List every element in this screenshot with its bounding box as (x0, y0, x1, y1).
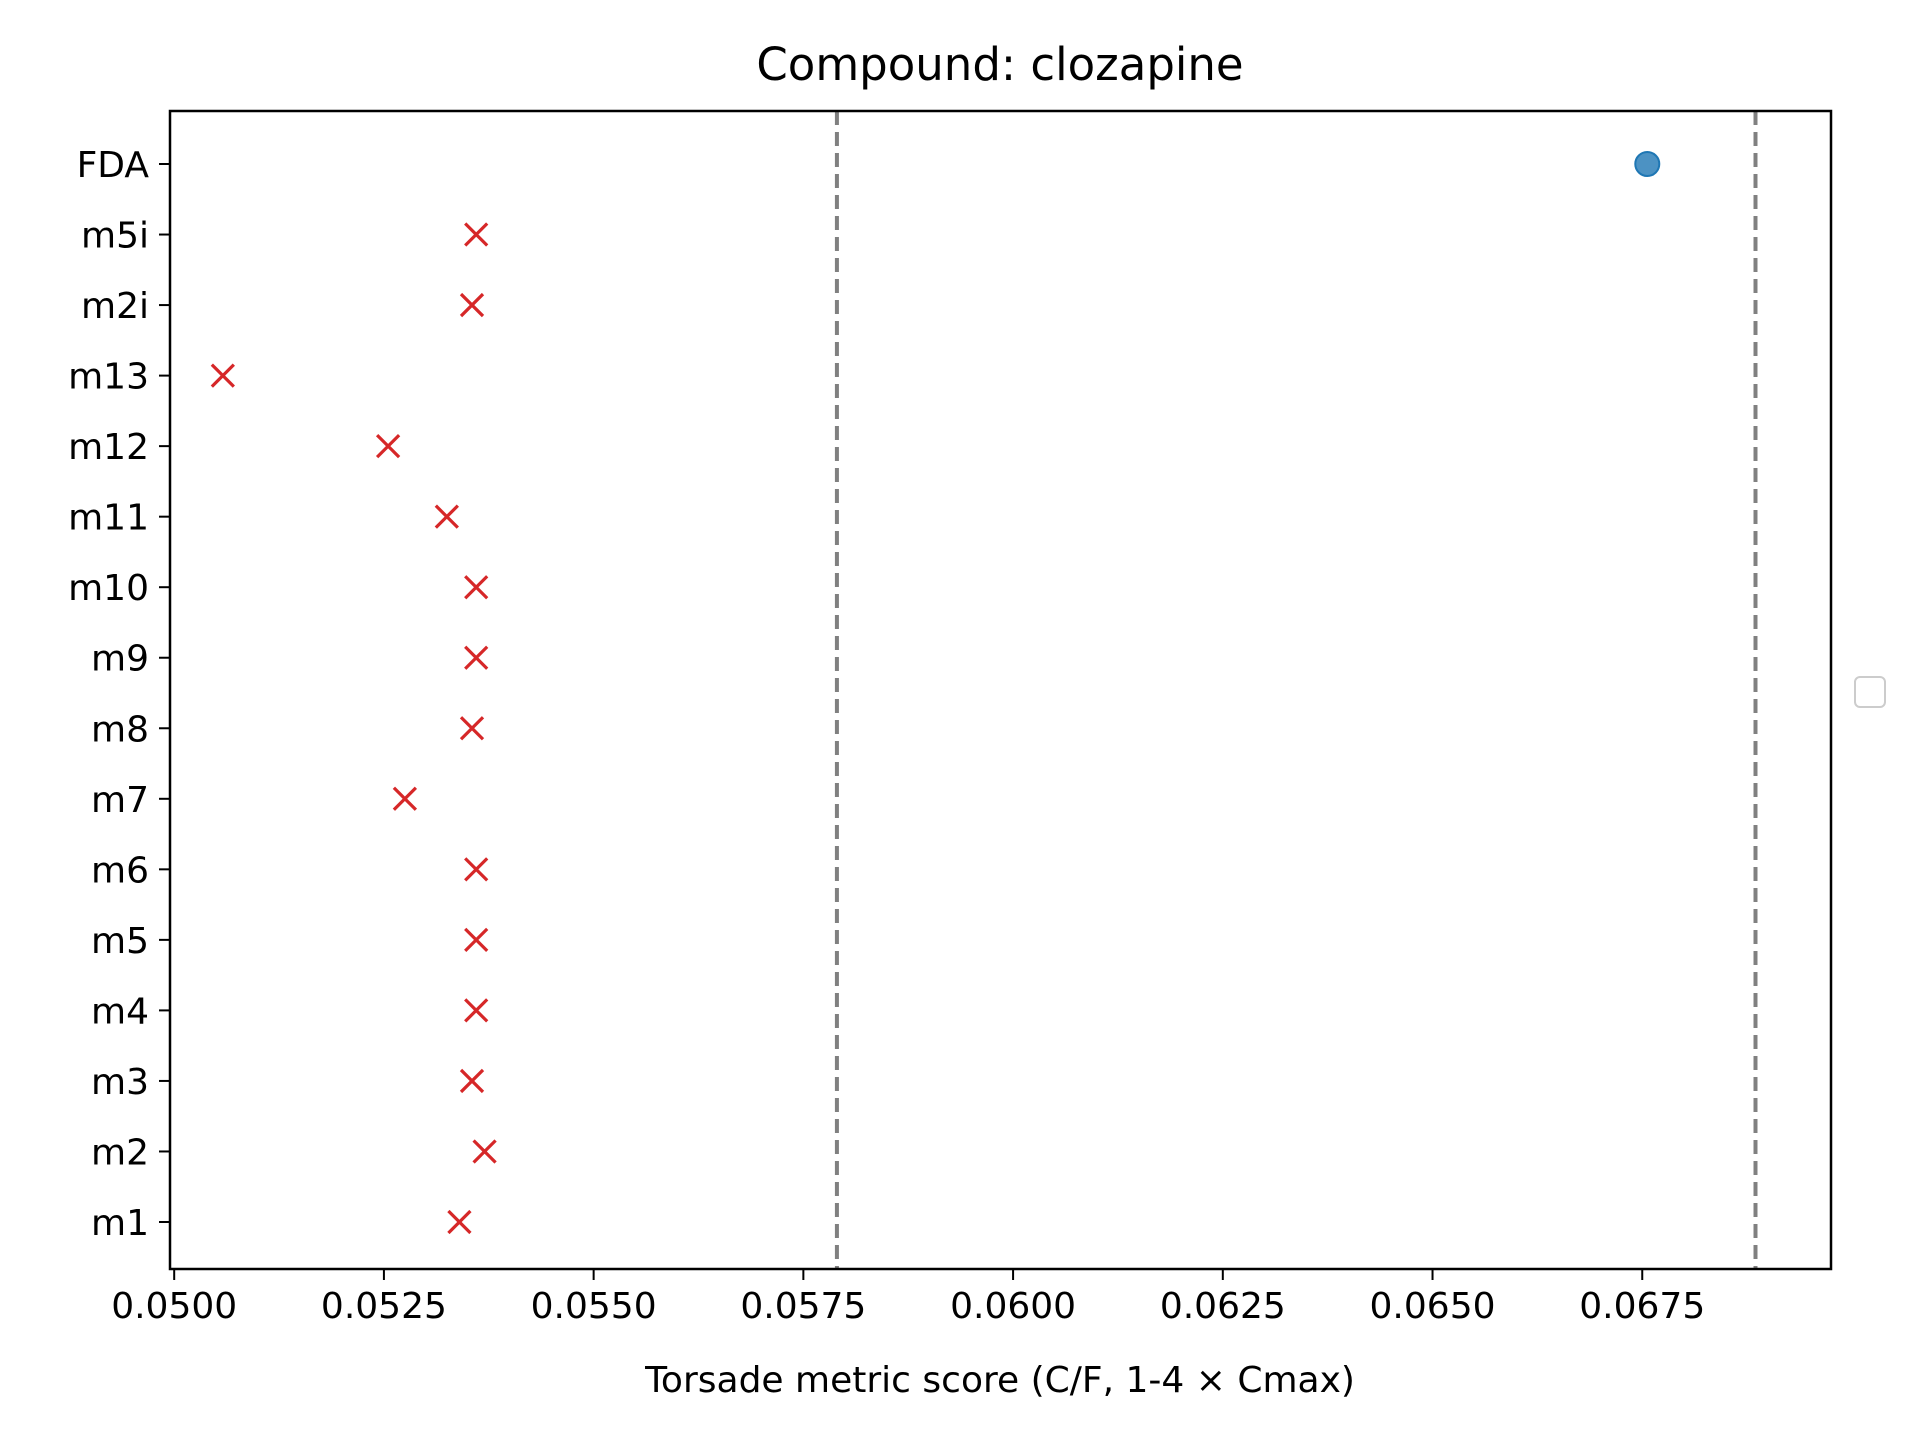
y-tick-label: m5 (91, 921, 149, 962)
y-tick-label: m12 (68, 427, 149, 468)
plot-area-frame (168, 109, 1833, 1271)
x-marker-m5 (464, 927, 489, 952)
x-tick-label: 0.0650 (1370, 1286, 1496, 1327)
x-marker-m4 (464, 998, 489, 1023)
x-marker-m11 (434, 504, 459, 529)
x-marker-m10 (464, 575, 489, 600)
x-tick-label: 0.0600 (950, 1286, 1076, 1327)
x-tick-label: 0.0525 (321, 1286, 447, 1327)
y-tick-label: m9 (91, 639, 149, 680)
x-marker-m3 (459, 1068, 485, 1094)
y-tick-label: FDA (77, 145, 150, 186)
x-tick-label: 0.0500 (111, 1286, 237, 1327)
y-tick-label: m10 (68, 568, 149, 609)
x-marker-m8 (459, 716, 485, 741)
y-tick-label: m5i (81, 216, 149, 257)
x-marker-m1 (447, 1209, 472, 1235)
x-marker-m5i (464, 222, 489, 247)
y-tick-label: m4 (91, 991, 149, 1032)
data-markers (210, 151, 1661, 1235)
y-axis-ticks: m1 m2 m3 m4 m5 m6 m7 m8 m9 m10 m11 m12 m13 m2i m5i FDA (68, 145, 170, 1244)
y-tick-label: m11 (68, 498, 149, 539)
x-tick-label: 0.0550 (531, 1286, 657, 1327)
x-marker-m12 (375, 434, 401, 459)
x-marker-m13 (210, 363, 235, 388)
chart-title: Compound: clozapine (756, 38, 1243, 91)
y-tick-label: m8 (91, 709, 149, 750)
reference-lines (834, 111, 1758, 1269)
y-tick-label: m1 (91, 1203, 149, 1244)
legend-box (1854, 676, 1886, 708)
circle-marker-FDA (1634, 151, 1661, 177)
x-marker-m2i (459, 292, 485, 318)
y-tick-label: m13 (68, 357, 149, 398)
x-tick-label: 0.0675 (1579, 1286, 1705, 1327)
x-axis-ticks: 0.0500 0.0525 0.0550 0.0575 0.0600 0.0625 0.06… (111, 1269, 1705, 1327)
x-marker-m6 (464, 857, 489, 882)
x-marker-m2 (472, 1139, 497, 1164)
x-tick-label: 0.0625 (1160, 1286, 1286, 1327)
x-tick-label: 0.0575 (740, 1286, 866, 1327)
x-axis-label: Torsade metric score (C/F, 1-4 × Cmax) (644, 1360, 1355, 1401)
y-tick-label: m3 (91, 1062, 149, 1103)
x-marker-m9 (464, 645, 489, 670)
y-tick-label: m2i (81, 286, 149, 327)
y-tick-label: m2 (91, 1132, 149, 1173)
y-tick-label: m6 (91, 850, 149, 891)
y-tick-label: m7 (91, 780, 149, 821)
x-marker-m7 (392, 786, 418, 811)
